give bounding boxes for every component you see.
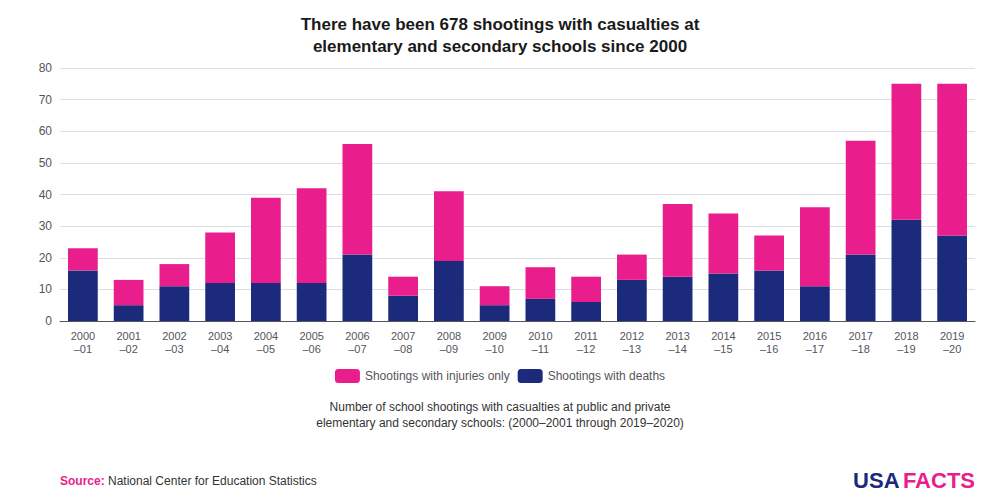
svg-text:80: 80 — [39, 61, 53, 75]
svg-text:2006: 2006 — [345, 330, 369, 342]
svg-text:–10: –10 — [485, 343, 503, 355]
svg-text:–01: –01 — [74, 343, 92, 355]
svg-text:2002: 2002 — [162, 330, 186, 342]
svg-text:–14: –14 — [668, 343, 686, 355]
svg-text:–11: –11 — [532, 343, 550, 355]
svg-text:10: 10 — [39, 282, 53, 296]
svg-text:20: 20 — [39, 251, 53, 265]
svg-text:elementary and secondary schoo: elementary and secondary schools since 2… — [313, 37, 687, 56]
svg-text:Source:: Source: — [60, 474, 105, 488]
svg-text:There have been 678 shootings: There have been 678 shootings with casua… — [301, 15, 700, 34]
svg-text:70: 70 — [39, 93, 53, 107]
svg-text:2014: 2014 — [711, 330, 735, 342]
svg-text:–05: –05 — [257, 343, 275, 355]
svg-text:–13: –13 — [623, 343, 641, 355]
svg-text:–07: –07 — [348, 343, 366, 355]
svg-text:2015: 2015 — [757, 330, 781, 342]
svg-text:FACTS: FACTS — [903, 468, 975, 493]
svg-text:–04: –04 — [211, 343, 229, 355]
svg-text:2017: 2017 — [848, 330, 872, 342]
svg-text:30: 30 — [39, 219, 53, 233]
svg-text:–16: –16 — [760, 343, 778, 355]
svg-text:2004: 2004 — [254, 330, 278, 342]
svg-text:Shootings with deaths: Shootings with deaths — [548, 369, 665, 383]
svg-text:–09: –09 — [440, 343, 458, 355]
svg-text:2008: 2008 — [437, 330, 461, 342]
svg-text:–08: –08 — [394, 343, 412, 355]
svg-text:2012: 2012 — [620, 330, 644, 342]
svg-text:–17: –17 — [806, 343, 824, 355]
svg-text:elementary and secondary schoo: elementary and secondary schools: (2000–… — [316, 416, 684, 430]
svg-text:Number of school shootings wit: Number of school shootings with casualti… — [330, 400, 671, 414]
svg-text:50: 50 — [39, 156, 53, 170]
svg-text:–03: –03 — [165, 343, 183, 355]
svg-text:2016: 2016 — [803, 330, 827, 342]
svg-text:Shootings with injuries only: Shootings with injuries only — [365, 369, 510, 383]
svg-text:2001: 2001 — [116, 330, 140, 342]
svg-text:40: 40 — [39, 188, 53, 202]
svg-text:0: 0 — [45, 314, 52, 328]
svg-text:–18: –18 — [851, 343, 869, 355]
svg-text:2000: 2000 — [71, 330, 95, 342]
svg-text:USA: USA — [853, 468, 900, 493]
svg-text:2009: 2009 — [482, 330, 506, 342]
svg-text:2007: 2007 — [391, 330, 415, 342]
svg-text:–15: –15 — [714, 343, 732, 355]
svg-text:–02: –02 — [119, 343, 137, 355]
svg-text:–12: –12 — [577, 343, 595, 355]
svg-text:2013: 2013 — [665, 330, 689, 342]
svg-text:2003: 2003 — [208, 330, 232, 342]
svg-text:2018: 2018 — [894, 330, 918, 342]
svg-text:2010: 2010 — [528, 330, 552, 342]
svg-text:–06: –06 — [302, 343, 320, 355]
svg-text:–19: –19 — [897, 343, 915, 355]
svg-text:–20: –20 — [943, 343, 961, 355]
svg-text:2019: 2019 — [940, 330, 964, 342]
svg-text:2011: 2011 — [574, 330, 598, 342]
svg-text:2005: 2005 — [299, 330, 323, 342]
svg-text:60: 60 — [39, 124, 53, 138]
svg-text:National Center for Education: National Center for Education Statistics — [108, 474, 317, 488]
